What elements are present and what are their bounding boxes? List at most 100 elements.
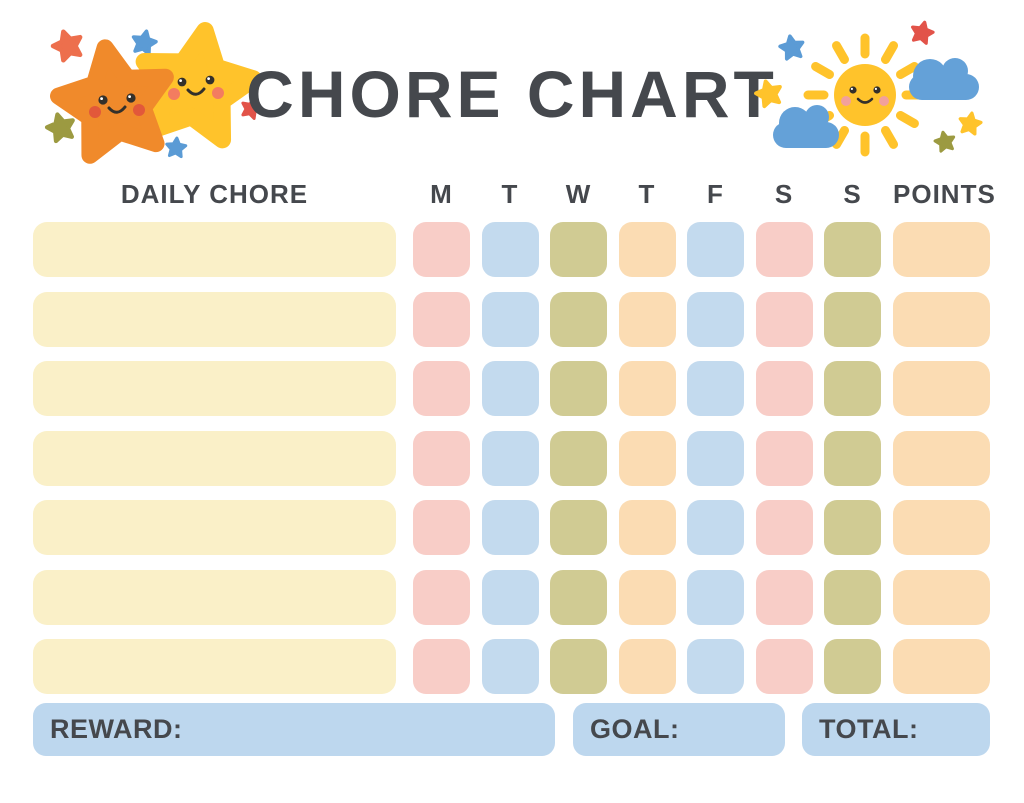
day-checkbox-cell[interactable]	[481, 222, 539, 277]
small-olive-star-icon	[934, 130, 956, 152]
day-checkbox-cell[interactable]	[413, 361, 470, 416]
column-header-points: POINTS	[893, 179, 996, 209]
sun-clouds-decoration	[733, 10, 1003, 165]
day-checkbox-cell[interactable]	[755, 569, 813, 625]
day-checkbox-cell[interactable]	[755, 222, 813, 277]
day-checkbox-cell[interactable]	[824, 500, 881, 555]
total-field[interactable]: TOTAL:	[802, 703, 990, 756]
chore-grid	[33, 222, 990, 709]
points-cell[interactable]	[893, 500, 990, 555]
day-checkbox-cell[interactable]	[481, 291, 539, 347]
column-header-friday: F	[707, 179, 724, 209]
day-checkbox-cell[interactable]	[550, 222, 607, 277]
chore-name-field[interactable]	[33, 569, 396, 625]
table-header: DAILY CHORE M T W T F S S POINTS	[33, 172, 996, 210]
chore-row	[33, 639, 990, 694]
points-cell[interactable]	[893, 361, 990, 416]
goal-field[interactable]: GOAL:	[573, 703, 785, 756]
chore-row	[33, 222, 990, 277]
column-header-sunday: S	[843, 179, 862, 209]
sun-face	[841, 86, 889, 106]
day-checkbox-cell[interactable]	[687, 361, 744, 416]
day-checkbox-cell[interactable]	[550, 569, 607, 625]
column-header-monday: M	[430, 179, 453, 209]
day-checkbox-cell[interactable]	[413, 569, 470, 625]
orange-star-face	[89, 93, 145, 118]
small-blue-star-icon	[131, 29, 158, 55]
yellow-star-face	[168, 75, 224, 100]
day-checkbox-cell[interactable]	[413, 500, 470, 555]
day-checkbox-cell[interactable]	[481, 639, 539, 694]
day-checkbox-cell[interactable]	[550, 430, 607, 486]
day-checkbox-cell[interactable]	[618, 222, 676, 277]
points-cell[interactable]	[893, 569, 990, 625]
column-header-tuesday: T	[501, 179, 519, 209]
day-checkbox-cell[interactable]	[824, 222, 881, 277]
day-checkbox-cell[interactable]	[618, 500, 676, 555]
day-checkbox-cell[interactable]	[687, 639, 744, 694]
chore-name-field[interactable]	[33, 361, 396, 416]
chore-name-field[interactable]	[33, 639, 396, 694]
reward-label: REWARD:	[50, 714, 183, 744]
total-label: TOTAL:	[819, 714, 919, 744]
day-checkbox-cell[interactable]	[413, 291, 470, 347]
sun-icon	[834, 64, 896, 126]
day-checkbox-cell[interactable]	[755, 291, 813, 347]
day-checkbox-cell[interactable]	[824, 639, 881, 694]
day-checkbox-cell[interactable]	[481, 361, 539, 416]
chore-row	[33, 430, 990, 486]
day-checkbox-cell[interactable]	[550, 500, 607, 555]
day-checkbox-cell[interactable]	[481, 500, 539, 555]
day-checkbox-cell[interactable]	[413, 430, 470, 486]
day-checkbox-cell[interactable]	[618, 639, 676, 694]
day-checkbox-cell[interactable]	[824, 430, 881, 486]
day-checkbox-cell[interactable]	[687, 430, 744, 486]
small-yellow-star-icon	[958, 111, 982, 134]
chore-name-field[interactable]	[33, 500, 396, 555]
chore-name-field[interactable]	[33, 430, 396, 486]
day-checkbox-cell[interactable]	[755, 430, 813, 486]
chore-row	[33, 569, 990, 625]
chore-row	[33, 500, 990, 555]
small-yellow-star-icon	[754, 78, 784, 107]
day-checkbox-cell[interactable]	[413, 639, 470, 694]
day-checkbox-cell[interactable]	[755, 500, 813, 555]
column-header-wednesday: W	[565, 179, 592, 209]
day-checkbox-cell[interactable]	[687, 500, 744, 555]
day-checkbox-cell[interactable]	[824, 361, 881, 416]
day-checkbox-cell[interactable]	[481, 430, 539, 486]
day-checkbox-cell[interactable]	[824, 291, 881, 347]
points-cell[interactable]	[893, 430, 990, 486]
points-cell[interactable]	[893, 291, 990, 347]
cloud-icon	[773, 105, 839, 148]
day-checkbox-cell[interactable]	[755, 639, 813, 694]
goal-label: GOAL:	[590, 714, 680, 744]
day-checkbox-cell[interactable]	[550, 291, 607, 347]
chore-row	[33, 361, 990, 416]
day-checkbox-cell[interactable]	[687, 569, 744, 625]
day-checkbox-cell[interactable]	[550, 639, 607, 694]
chore-name-field[interactable]	[33, 222, 396, 277]
chore-row	[33, 291, 990, 347]
day-checkbox-cell[interactable]	[824, 569, 881, 625]
day-checkbox-cell[interactable]	[618, 569, 676, 625]
day-checkbox-cell[interactable]	[618, 430, 676, 486]
day-checkbox-cell[interactable]	[687, 291, 744, 347]
footer: REWARD: GOAL: TOTAL:	[33, 703, 990, 756]
cloud-icon	[909, 58, 979, 100]
day-checkbox-cell[interactable]	[755, 361, 813, 416]
column-header-saturday: S	[774, 179, 794, 209]
page-title: CHORE CHART	[246, 57, 778, 131]
points-cell[interactable]	[893, 222, 990, 277]
day-checkbox-cell[interactable]	[481, 569, 539, 625]
small-red-star-icon	[910, 20, 935, 44]
day-checkbox-cell[interactable]	[413, 222, 470, 277]
day-checkbox-cell[interactable]	[618, 361, 676, 416]
reward-field[interactable]: REWARD:	[33, 703, 555, 756]
day-checkbox-cell[interactable]	[618, 291, 676, 347]
points-cell[interactable]	[893, 639, 990, 694]
chore-name-field[interactable]	[33, 291, 396, 347]
day-checkbox-cell[interactable]	[687, 222, 744, 277]
day-checkbox-cell[interactable]	[550, 361, 607, 416]
